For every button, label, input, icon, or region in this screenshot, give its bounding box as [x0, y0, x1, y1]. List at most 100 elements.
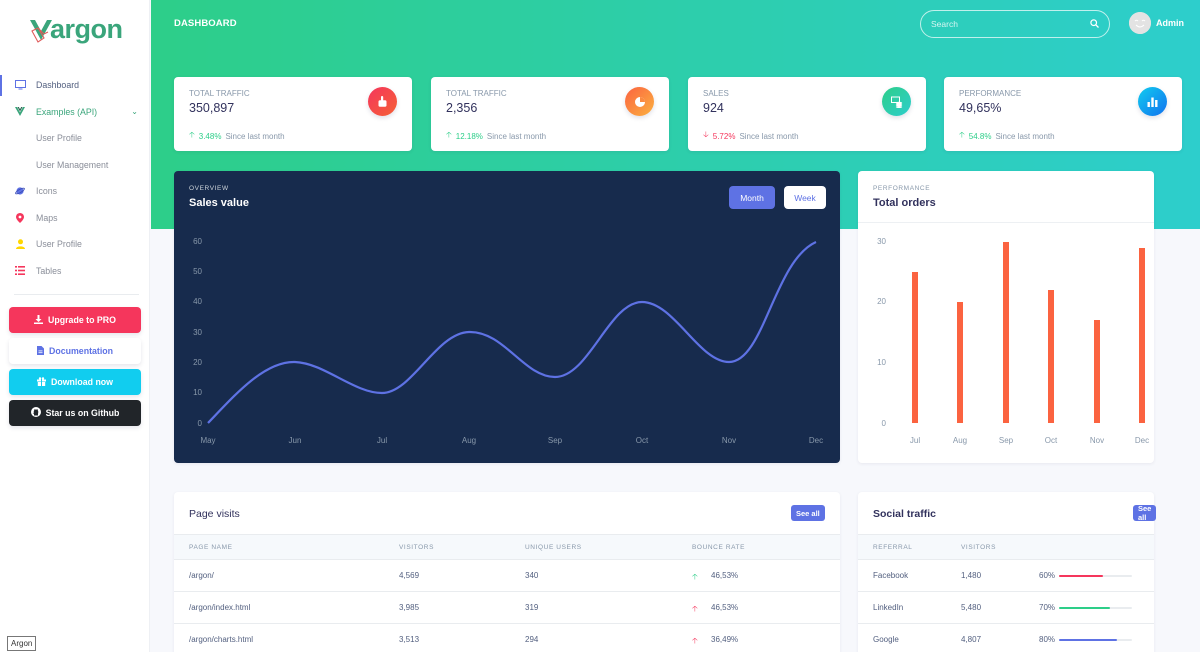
- x-tick: Aug: [953, 436, 967, 445]
- brand-logo[interactable]: argon: [28, 12, 128, 46]
- search-icon[interactable]: [1090, 15, 1099, 33]
- sidebar-item-icons[interactable]: Icons: [0, 178, 150, 205]
- stat-value: 350,897: [189, 101, 235, 115]
- arrow-up-icon: 🡡: [692, 604, 698, 613]
- stat-title: Total traffic: [189, 89, 250, 98]
- column-header[interactable]: Visitors: [399, 544, 435, 551]
- sidebar-item-examples[interactable]: Examples (API) ⌄: [0, 99, 150, 126]
- arrow-up-icon: 🡡: [692, 636, 698, 645]
- search-input[interactable]: [931, 19, 1090, 29]
- stat-footer: 🡡 54.8% Since last month: [959, 129, 1055, 143]
- y-tick: 40: [193, 297, 202, 306]
- see-all-button[interactable]: See all: [1133, 504, 1157, 522]
- bar-nov: [1094, 320, 1100, 423]
- planet-icon: [13, 186, 27, 196]
- sidebar-item-label: User Profile: [36, 239, 82, 250]
- referral: Google: [873, 635, 899, 644]
- gift-icon: [36, 376, 46, 388]
- stat-change: 12.18%: [455, 131, 483, 141]
- x-tick: Sep: [548, 436, 563, 445]
- bar-dec: [1139, 248, 1145, 423]
- bar-sep: [1003, 242, 1009, 423]
- referral: Facebook: [873, 571, 909, 580]
- arrow-up-icon: 🡡: [189, 130, 195, 139]
- column-header[interactable]: Referral: [873, 544, 913, 551]
- sidebar-item-label: Icons: [36, 186, 58, 197]
- see-all-button[interactable]: See all: [791, 505, 825, 521]
- stat-footer: 🡡 3.48% Since last month: [189, 129, 285, 143]
- unique-users: 294: [525, 635, 539, 644]
- unique-users: 340: [525, 571, 539, 580]
- money-coins-icon: [882, 87, 911, 116]
- tv-icon: [13, 80, 27, 90]
- sidebar-item-label: Tables: [36, 265, 62, 276]
- visitors: 4,569: [399, 571, 420, 580]
- stat-change: 3.48%: [198, 131, 222, 141]
- total-orders-card: Performance Total orders 30 20 10 0 Jul …: [858, 171, 1154, 463]
- upgrade-to-pro-button[interactable]: Upgrade to PRO: [9, 307, 141, 333]
- column-header[interactable]: Bounce rate: [692, 544, 746, 551]
- bar-aug: [957, 302, 963, 423]
- card-overline: Overview: [189, 185, 229, 192]
- pin-icon: [13, 212, 27, 223]
- y-tick: 0: [882, 419, 887, 428]
- x-tick: Oct: [636, 436, 649, 445]
- visitors: 3,985: [399, 603, 420, 612]
- table-row: /argon/charts.html 3,513 294 🡡 36,49%: [174, 624, 840, 652]
- column-header[interactable]: Page name: [189, 544, 233, 551]
- sidebar-item-tables[interactable]: Tables: [0, 258, 150, 285]
- bounce-rate: 46,53%: [711, 603, 739, 612]
- stat-value: 2,356: [446, 101, 478, 115]
- logo-mark-icon: [30, 20, 52, 43]
- progress-bar: [1059, 575, 1132, 577]
- y-tick: 30: [193, 328, 202, 337]
- card-title: Social traffic: [873, 508, 937, 520]
- sidebar-item-label: Dashboard: [36, 80, 80, 91]
- list-icon: [13, 266, 27, 276]
- y-tick: 0: [198, 419, 203, 428]
- sidebar-divider: [14, 294, 139, 295]
- x-tick: Sep: [999, 436, 1014, 445]
- page-name: /argon/index.html: [189, 603, 251, 612]
- percent: 70%: [1039, 603, 1056, 612]
- card-overline: Performance: [873, 185, 931, 192]
- documentation-button[interactable]: Documentation: [9, 338, 141, 364]
- card-title: Total orders: [873, 197, 936, 209]
- tab-month[interactable]: Month: [729, 186, 775, 209]
- progress-bar: [1059, 639, 1132, 641]
- referral: LinkedIn: [873, 603, 904, 612]
- sidebar-item-user-profile[interactable]: User Profile: [0, 231, 150, 258]
- stat-change: 54.8%: [968, 131, 992, 141]
- star-on-github-button[interactable]: Star us on Github: [9, 400, 141, 426]
- search-box[interactable]: [920, 10, 1110, 38]
- visitors: 5,480: [961, 603, 982, 612]
- sidebar-item-label: User Profile: [36, 133, 82, 144]
- column-header[interactable]: Unique users: [525, 544, 582, 551]
- download-now-button[interactable]: Download now: [9, 369, 141, 395]
- stat-since: Since last month: [995, 131, 1055, 141]
- x-tick: Nov: [722, 436, 736, 445]
- bounce-rate: 36,49%: [711, 635, 739, 644]
- download-icon: [34, 314, 44, 326]
- x-tick: Jul: [377, 436, 387, 445]
- sidebar-subitem-user-management[interactable]: User Management: [0, 152, 150, 179]
- sidebar-item-maps[interactable]: Maps: [0, 205, 150, 232]
- visitors: 4,807: [961, 635, 982, 644]
- sidebar-item-label: Maps: [36, 212, 58, 223]
- unique-users: 319: [525, 603, 539, 612]
- column-header[interactable]: Visitors: [961, 544, 997, 551]
- sidebar: argon Dashboard Examples (API) ⌄ User Pr…: [0, 0, 150, 652]
- stat-footer: 🡡 12.18% Since last month: [446, 129, 546, 143]
- sidebar-subitem-user-profile[interactable]: User Profile: [0, 125, 150, 152]
- user-icon: [13, 239, 27, 250]
- user-menu[interactable]: Admin: [1129, 12, 1184, 34]
- bar-jul: [912, 272, 918, 423]
- table-row: Facebook 1,480 60%: [858, 560, 1154, 592]
- x-tick: May: [200, 436, 215, 445]
- tab-week[interactable]: Week: [784, 186, 826, 209]
- stat-value: 49,65%: [959, 101, 1002, 115]
- chevron-down-icon: ⌄: [131, 107, 138, 117]
- sidebar-item-dashboard[interactable]: Dashboard: [0, 72, 150, 99]
- stat-footer: 🡣 5.72% Since last month: [703, 129, 799, 143]
- arrow-up-icon: 🡡: [692, 572, 698, 581]
